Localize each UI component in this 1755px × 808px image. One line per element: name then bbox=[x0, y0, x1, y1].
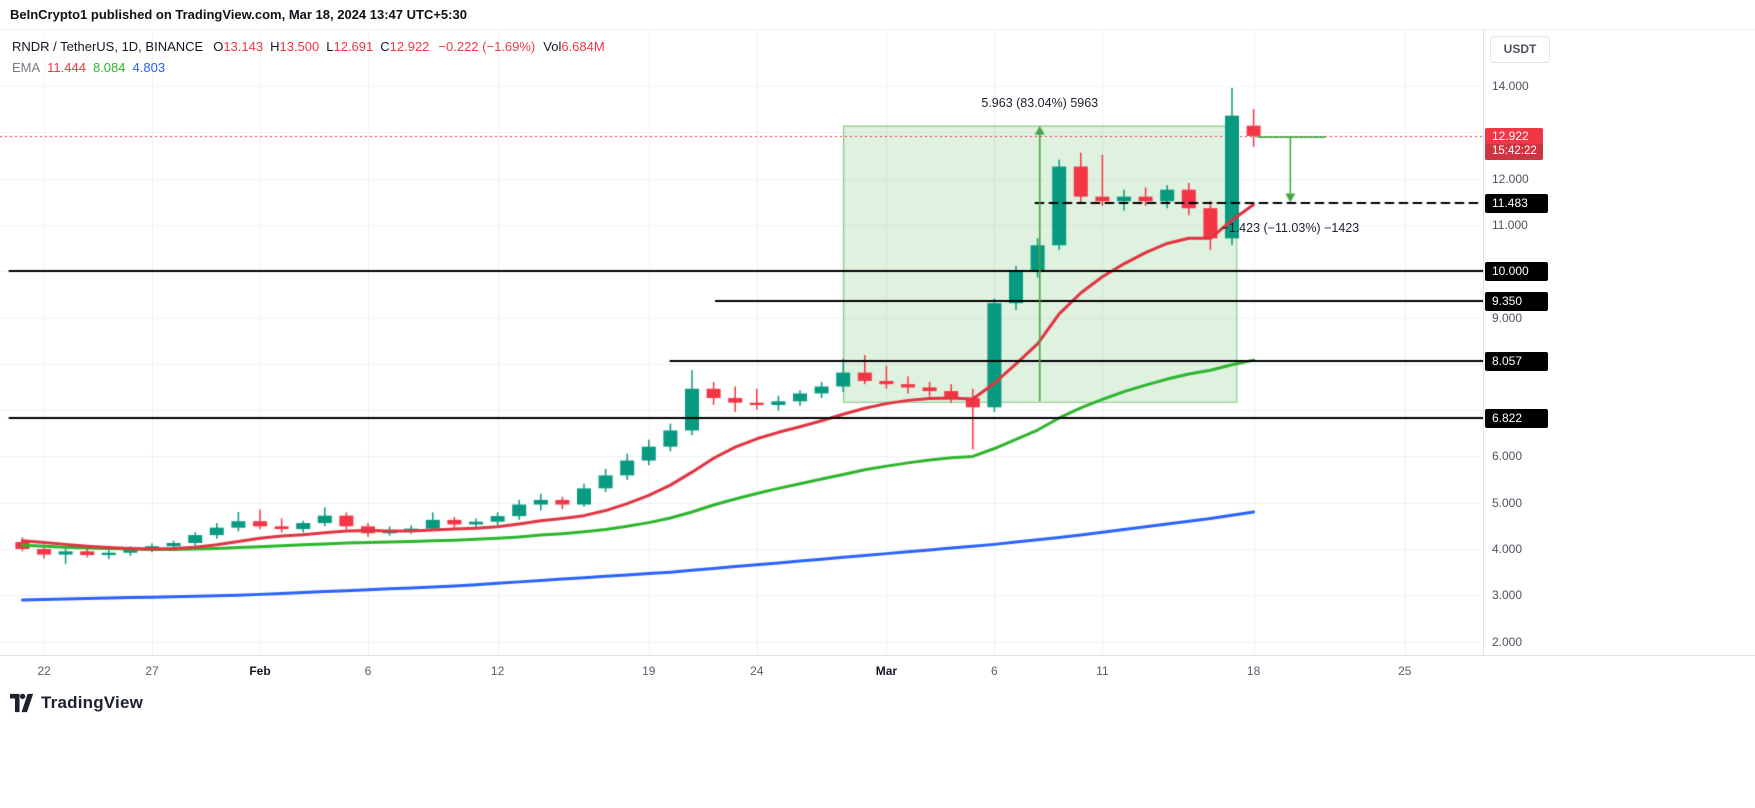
footer: TradingView bbox=[0, 685, 1755, 808]
volume-value: 6.684M bbox=[561, 39, 605, 54]
price-label-2.000: 2.000 bbox=[1492, 634, 1523, 649]
legend: RNDR / TetherUS, 1D, BINANCE O13.143 H13.5… bbox=[12, 39, 605, 76]
ohlc-close: C12.922 bbox=[380, 39, 429, 54]
legend-row-main: RNDR / TetherUS, 1D, BINANCE O13.143 H13.5… bbox=[12, 39, 605, 55]
time-label-24: 24 bbox=[750, 664, 764, 678]
tradingview-icon bbox=[10, 693, 34, 713]
range-annotation-down: −1.423 (−11.03%) −1423 bbox=[1221, 220, 1360, 235]
time-label-22: 22 bbox=[37, 664, 51, 678]
level-price-badge-9.350: 9.350 bbox=[1485, 292, 1548, 312]
time-label-Feb: Feb bbox=[249, 664, 271, 678]
publish-header: BeInCrypto1 published on TradingView.com… bbox=[0, 0, 1755, 30]
price-label-14.000: 14.000 bbox=[1492, 79, 1529, 93]
ema-label[interactable]: EMA bbox=[12, 60, 41, 75]
legend-row-ema: EMA 11.444 8.084 4.803 bbox=[12, 60, 605, 76]
ohlc-close-label: C bbox=[380, 39, 390, 54]
price-label-11.000: 11.000 bbox=[1492, 217, 1528, 232]
ema-mid-value: 8.084 bbox=[92, 60, 126, 75]
symbol-title[interactable]: RNDR / TetherUS, 1D, BINANCE bbox=[12, 39, 204, 54]
time-label-6: 6 bbox=[364, 664, 372, 678]
price-label-5.000: 5.000 bbox=[1492, 495, 1523, 510]
ohlc-high: H13.500 bbox=[270, 39, 319, 54]
ema-fast-value: 11.444 bbox=[47, 60, 86, 75]
price-label-9.000: 9.000 bbox=[1492, 310, 1523, 325]
ohlc-open: O13.143 bbox=[213, 39, 263, 54]
time-label-6: 6 bbox=[991, 664, 998, 678]
publish-text: BeInCrypto1 published on TradingView.com… bbox=[10, 7, 467, 22]
current-price-badge: 12.922 15:42:22 bbox=[1485, 127, 1543, 160]
price-label-6.000: 6.000 bbox=[1492, 449, 1523, 464]
bar-countdown: 15:42:22 bbox=[1485, 143, 1543, 160]
level-price-badge-8.057: 8.057 bbox=[1485, 352, 1548, 372]
chart-plot: RNDR / TetherUS, 1D, BINANCE O13.143 H13.5… bbox=[0, 30, 1483, 655]
price-chart-canvas[interactable] bbox=[0, 30, 1483, 655]
ohlc-high-label: H bbox=[270, 39, 280, 54]
chart-pane: RNDR / TetherUS, 1D, BINANCE O13.143 H13.5… bbox=[0, 30, 1755, 655]
tradingview-logo[interactable]: TradingView bbox=[10, 693, 143, 713]
ohlc-close-value: 12.922 bbox=[389, 39, 430, 54]
level-price-badge-6.822: 6.822 bbox=[1485, 409, 1548, 429]
price-label-3.000: 3.000 bbox=[1492, 588, 1523, 603]
time-label-25: 25 bbox=[1398, 664, 1412, 678]
ohlc-open-label: O bbox=[213, 39, 224, 54]
ohlc-low: L12.691 bbox=[326, 39, 373, 54]
tradingview-wordmark: TradingView bbox=[41, 693, 144, 712]
price-label-12.000: 12.000 bbox=[1492, 171, 1529, 186]
ema-slow-value: 4.803 bbox=[132, 60, 166, 75]
ohlc-high-value: 13.500 bbox=[279, 39, 320, 54]
time-label-11: 11 bbox=[1096, 664, 1109, 678]
time-axis[interactable]: 22 27 Feb 6 12 19 24 Mar 6 11 18 25 bbox=[0, 655, 1755, 685]
time-label-Mar: Mar bbox=[875, 664, 898, 678]
ohlc-open-value: 13.143 bbox=[223, 39, 264, 54]
change-value: −0.222 (−1.69%) bbox=[438, 39, 536, 54]
ohlc-low-label: L bbox=[326, 39, 334, 54]
price-label-4.000: 4.000 bbox=[1492, 542, 1523, 556]
volume-label: Vol bbox=[543, 39, 562, 54]
ohlc-low-value: 12.691 bbox=[333, 39, 374, 54]
range-annotation-up: 5.963 (83.04%) 5963 bbox=[981, 95, 1099, 110]
time-label-12: 12 bbox=[490, 664, 505, 678]
level-price-badge-11.483: 11.483 bbox=[1485, 193, 1548, 213]
currency-button[interactable]: USDT bbox=[1490, 36, 1550, 63]
time-label-19: 19 bbox=[642, 664, 656, 678]
current-price-value: 12.922 bbox=[1492, 128, 1529, 143]
time-label-27: 27 bbox=[145, 664, 159, 678]
price-axis[interactable]: USDT 14.000 12.000 11.000 9.000 6.000 5.000 4.… bbox=[1483, 30, 1755, 655]
level-price-badge-10.000: 10.000 bbox=[1485, 262, 1548, 282]
time-label-18: 18 bbox=[1246, 664, 1261, 678]
